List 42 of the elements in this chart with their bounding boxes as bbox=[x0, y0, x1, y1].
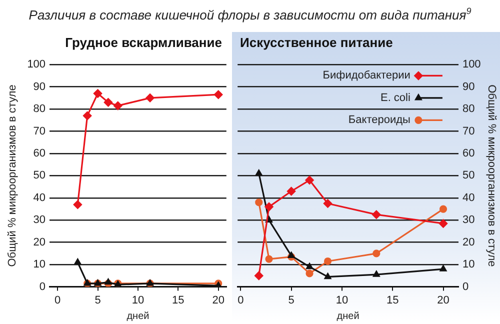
y2-axis-title: Общий % микроорганизмов в стуле bbox=[485, 84, 498, 267]
y-tick-label: 40 bbox=[33, 192, 46, 204]
y-tick-label: 60 bbox=[33, 148, 46, 160]
chart-subtitle: Грудное вскармливание bbox=[64, 34, 223, 52]
x-tick-label: 0 bbox=[54, 294, 61, 306]
y-tick-label: 10 bbox=[33, 258, 46, 271]
x-tick-label: 5 bbox=[288, 294, 294, 306]
y2-tick-label: 90 bbox=[462, 80, 475, 93]
x-tick-label: 15 bbox=[172, 294, 184, 306]
y2-tick-label: 0 bbox=[462, 280, 469, 293]
chart-subtitle: Искусственное питание bbox=[239, 34, 394, 52]
x-tick-label: 15 bbox=[386, 294, 399, 306]
y2-tick-label: 20 bbox=[462, 236, 475, 248]
y2-tick-label: 30 bbox=[462, 214, 475, 226]
y-axis-title: Общий % микроорганизмов в стуле bbox=[6, 84, 19, 267]
y-tick-label: 80 bbox=[33, 103, 46, 116]
x-tick-label: 10 bbox=[132, 294, 144, 306]
legend-label: Бактероиды bbox=[348, 114, 411, 126]
y-tick-label: 0 bbox=[39, 280, 46, 293]
y2-tick-label: 50 bbox=[462, 170, 475, 182]
y2-tick-label: 40 bbox=[462, 192, 475, 204]
y-tick-label: 30 bbox=[33, 214, 46, 226]
x-tick-label: 20 bbox=[212, 294, 224, 306]
y2-tick-label: 70 bbox=[462, 125, 475, 138]
y2-tick-label: 10 bbox=[462, 258, 475, 271]
y-tick-label: 70 bbox=[33, 125, 46, 138]
y-tick-label: 20 bbox=[33, 236, 46, 248]
y-tick-label: 50 bbox=[33, 170, 46, 182]
legend-label: E. coli bbox=[380, 92, 410, 104]
y2-tick-label: 60 bbox=[462, 148, 475, 160]
chart-title: Различия в составе кишечной флоры в зависимости от вида питания$^{9}$ bbox=[28, 6, 472, 22]
y2-tick-label: 80 bbox=[462, 103, 475, 116]
x-axis-title: дней bbox=[336, 310, 360, 322]
y-tick-label: 90 bbox=[33, 80, 46, 93]
x-tick-label: 10 bbox=[336, 294, 348, 306]
x-axis-title: дней bbox=[126, 310, 150, 322]
y-tick-label: 100 bbox=[27, 58, 46, 71]
x-tick-label: 20 bbox=[437, 294, 450, 306]
x-tick-label: 5 bbox=[94, 294, 101, 306]
y2-tick-label: 100 bbox=[462, 58, 481, 71]
x-tick-label: 0 bbox=[238, 294, 244, 306]
legend-label: Бифидобактерии bbox=[322, 70, 410, 82]
